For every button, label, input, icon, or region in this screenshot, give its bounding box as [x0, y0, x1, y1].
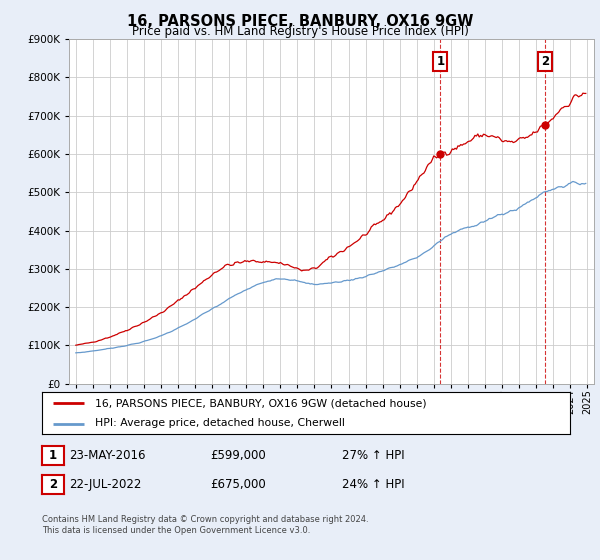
Text: 22-JUL-2022: 22-JUL-2022 — [70, 478, 142, 491]
Text: Price paid vs. HM Land Registry's House Price Index (HPI): Price paid vs. HM Land Registry's House … — [131, 25, 469, 38]
Text: £675,000: £675,000 — [210, 478, 266, 491]
Text: Contains HM Land Registry data © Crown copyright and database right 2024.
This d: Contains HM Land Registry data © Crown c… — [42, 515, 368, 535]
Text: HPI: Average price, detached house, Cherwell: HPI: Average price, detached house, Cher… — [95, 418, 344, 428]
Text: 2: 2 — [541, 55, 550, 68]
Text: 27% ↑ HPI: 27% ↑ HPI — [342, 449, 404, 462]
Text: 16, PARSONS PIECE, BANBURY, OX16 9GW (detached house): 16, PARSONS PIECE, BANBURY, OX16 9GW (de… — [95, 398, 427, 408]
Text: 1: 1 — [436, 55, 445, 68]
Text: £599,000: £599,000 — [210, 449, 266, 462]
Text: 16, PARSONS PIECE, BANBURY, OX16 9GW: 16, PARSONS PIECE, BANBURY, OX16 9GW — [127, 14, 473, 29]
Text: 2: 2 — [49, 478, 57, 491]
Text: 23-MAY-2016: 23-MAY-2016 — [70, 449, 146, 462]
Text: 24% ↑ HPI: 24% ↑ HPI — [342, 478, 404, 491]
Text: 1: 1 — [49, 449, 57, 462]
